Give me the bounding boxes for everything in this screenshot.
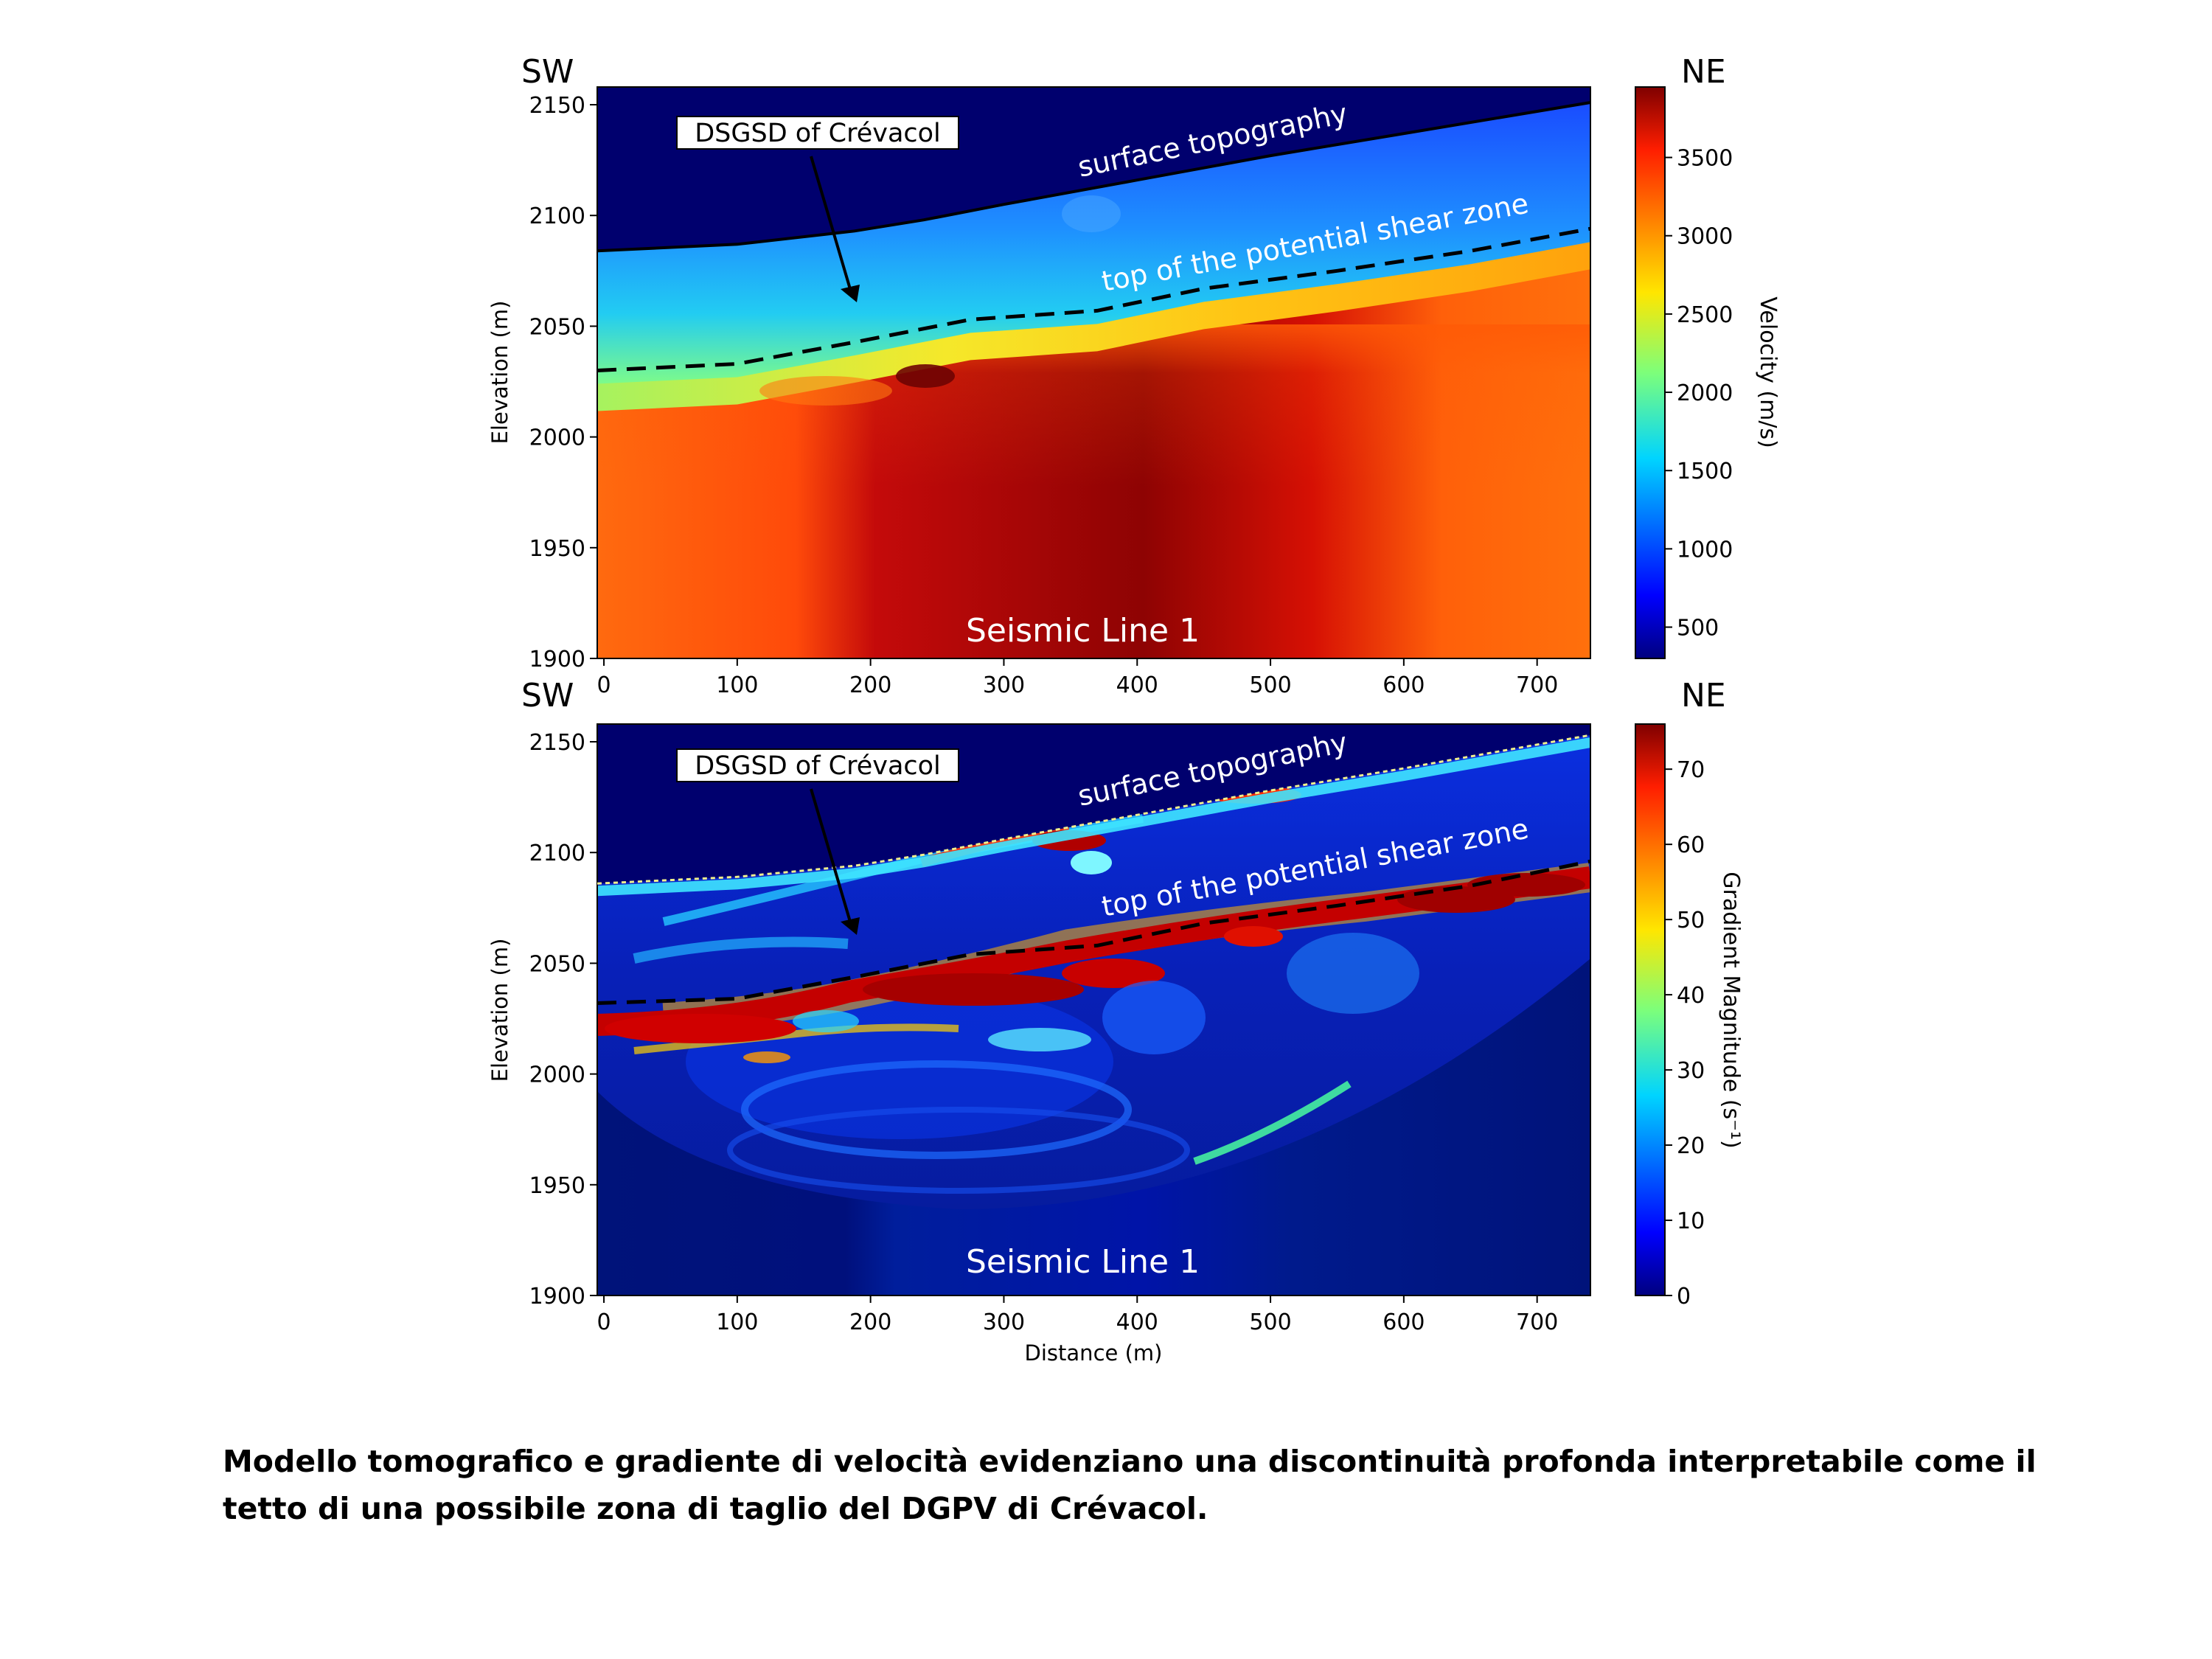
x-tick-label: 700	[1516, 672, 1558, 698]
colorbar-tick-label: 1500	[1677, 459, 1733, 484]
colorbar-tick-label: 500	[1677, 616, 1719, 641]
surface-topography-line	[597, 101, 1591, 253]
sw-label: SW	[521, 677, 574, 714]
y-tick-label: 2150	[529, 93, 585, 119]
colorbar-tick-label: 10	[1677, 1208, 1705, 1234]
y-tick-label: 2000	[529, 1062, 585, 1088]
x-tick-label: 0	[597, 1310, 611, 1335]
x-tick-label: 400	[1116, 672, 1158, 698]
x-tick-label: 400	[1116, 1310, 1158, 1335]
y-tick-label: 2150	[529, 730, 585, 756]
plot-frame	[597, 723, 1591, 1296]
dsgsd-annotation: DSGSD of Crévacol	[676, 116, 959, 302]
gradient-heatmap	[597, 724, 1590, 1295]
ne-label: NE	[1681, 677, 1726, 714]
colorbar-tick-label: 40	[1677, 983, 1705, 1009]
dsgsd-annotation: DSGSD of Crévacol	[676, 748, 959, 935]
x-tick-label: 100	[716, 672, 758, 698]
seismic-line-label: Seismic Line 1	[966, 1243, 1200, 1281]
y-tick-label: 2050	[529, 951, 585, 977]
colorbar-label: Velocity (m/s)	[1755, 296, 1781, 448]
x-tick-label: 0	[597, 672, 611, 698]
x-tick-label: 600	[1382, 672, 1425, 698]
colorbar-tick-label: 1000	[1677, 537, 1733, 563]
seismic-line-label: Seismic Line 1	[966, 612, 1200, 650]
x-tick-label: 500	[1249, 1310, 1291, 1335]
colorbar-tick-label: 2500	[1677, 302, 1733, 328]
y-axis-label: Elevation (m)	[487, 301, 512, 445]
figure-caption: Modello tomografico e gradiente di veloc…	[223, 1444, 2037, 1526]
x-tick-label: 300	[983, 672, 1025, 698]
colorbar-tick-label: 3500	[1677, 146, 1733, 172]
x-tick-label: 100	[716, 1310, 758, 1335]
colorbar-tick-label: 20	[1677, 1133, 1705, 1159]
dsgsd-label: DSGSD of Crévacol	[695, 751, 941, 781]
velocity-axes: 0 100 200 300 400 500 600 700 1900 1950 2000 2050 21…	[529, 93, 1559, 698]
sw-label: SW	[521, 53, 574, 91]
gradient-panel: SW NE	[487, 677, 1744, 1366]
velocity-colorbar-ticks: 500 1000 1500 2000 2500 3000 3500	[1665, 146, 1733, 641]
surface-topography-line	[597, 734, 1591, 885]
y-tick-label: 1900	[529, 647, 585, 672]
colorbar-tick-label: 30	[1677, 1058, 1705, 1084]
ne-label: NE	[1681, 53, 1726, 91]
x-axis-label: Distance (m)	[1025, 1340, 1163, 1366]
x-tick-label: 600	[1382, 1310, 1425, 1335]
y-tick-label: 2000	[529, 425, 585, 451]
x-tick-label: 300	[983, 1310, 1025, 1335]
colorbar-tick-label: 2000	[1677, 380, 1733, 406]
colorbar-tick-label: 3000	[1677, 224, 1733, 250]
y-tick-label: 1900	[529, 1284, 585, 1310]
gradient-axes: 0 100 200 300 400 500 600 700 1900 1950 2000 2050 21…	[529, 730, 1559, 1335]
shear-zone-top-line	[597, 859, 1591, 1005]
velocity-colorbar	[1635, 86, 1666, 659]
colorbar-tick-label: 0	[1677, 1284, 1691, 1310]
x-tick-label: 500	[1249, 672, 1291, 698]
y-tick-label: 2050	[529, 314, 585, 340]
gradient-colorbar	[1635, 723, 1666, 1296]
shear-zone-top-line	[597, 226, 1591, 372]
y-tick-label: 2100	[529, 841, 585, 866]
y-tick-label: 1950	[529, 1173, 585, 1199]
colorbar-tick-label: 60	[1677, 832, 1705, 858]
dsgsd-label: DSGSD of Crévacol	[695, 119, 941, 148]
velocity-panel: SW NE DSGSD of Crévacol surface topograp…	[487, 53, 1781, 698]
x-tick-label: 200	[849, 672, 891, 698]
x-tick-label: 200	[849, 1310, 891, 1335]
colorbar-tick-label: 70	[1677, 757, 1705, 783]
y-tick-label: 1950	[529, 536, 585, 562]
x-tick-label: 700	[1516, 1310, 1558, 1335]
y-axis-label: Elevation (m)	[487, 939, 512, 1082]
plot-frame	[597, 86, 1591, 659]
y-tick-label: 2100	[529, 204, 585, 229]
colorbar-label: Gradient Magnitude (s⁻¹)	[1718, 872, 1744, 1148]
gradient-colorbar-ticks: 0 10 20 30 40 50 60 70	[1665, 757, 1705, 1310]
colorbar-tick-label: 50	[1677, 908, 1705, 933]
